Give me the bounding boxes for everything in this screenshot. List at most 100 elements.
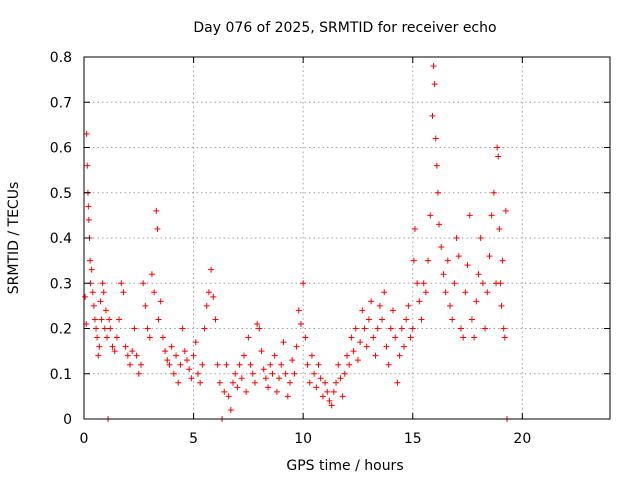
x-tick-label: 15 bbox=[404, 431, 422, 447]
data-point bbox=[234, 384, 241, 391]
data-point bbox=[460, 334, 467, 341]
data-point bbox=[392, 334, 399, 341]
data-point bbox=[96, 343, 103, 350]
data-point bbox=[498, 302, 505, 309]
data-point bbox=[245, 334, 252, 341]
data-point bbox=[280, 339, 287, 346]
data-point bbox=[438, 244, 445, 251]
data-point bbox=[188, 375, 195, 382]
y-tick-label: 0.8 bbox=[50, 50, 72, 66]
data-point bbox=[129, 348, 136, 355]
data-point bbox=[434, 189, 441, 196]
data-point bbox=[471, 334, 478, 341]
data-point bbox=[85, 216, 92, 223]
data-point bbox=[432, 135, 439, 142]
data-point bbox=[85, 203, 92, 210]
x-tick-label: 10 bbox=[294, 431, 312, 447]
data-point bbox=[203, 302, 210, 309]
data-point bbox=[496, 225, 503, 232]
data-point bbox=[473, 298, 480, 305]
data-point bbox=[501, 334, 508, 341]
axes: 0 5 10 15 20 0 0.1 0.2 0.3 0.4 0.5 0.6 0.7 0.8 bbox=[50, 50, 610, 447]
data-point bbox=[148, 271, 155, 278]
data-point bbox=[99, 280, 106, 287]
data-point bbox=[124, 352, 131, 359]
data-point bbox=[88, 266, 95, 273]
data-point bbox=[240, 352, 247, 359]
data-point bbox=[260, 366, 267, 373]
data-point bbox=[282, 370, 289, 377]
data-point bbox=[82, 293, 89, 300]
data-point bbox=[348, 334, 355, 341]
data-point bbox=[91, 316, 98, 323]
data-point bbox=[410, 257, 417, 264]
data-point bbox=[90, 302, 97, 309]
data-point bbox=[84, 162, 91, 169]
data-point bbox=[363, 343, 370, 350]
data-point bbox=[131, 325, 138, 332]
data-point bbox=[420, 280, 427, 287]
y-tick-label: 0.6 bbox=[50, 141, 72, 157]
data-point bbox=[102, 307, 109, 314]
data-point bbox=[308, 352, 315, 359]
data-point bbox=[208, 266, 215, 273]
data-point bbox=[87, 257, 94, 264]
y-tick-label: 0.2 bbox=[50, 322, 72, 338]
data-point bbox=[396, 352, 403, 359]
data-point bbox=[106, 316, 113, 323]
data-point bbox=[313, 384, 320, 391]
data-point bbox=[479, 280, 486, 287]
x-tick-label: 20 bbox=[513, 431, 531, 447]
data-point bbox=[457, 325, 464, 332]
data-point bbox=[319, 393, 326, 400]
data-point bbox=[427, 212, 434, 219]
data-point bbox=[179, 325, 186, 332]
data-point bbox=[273, 388, 280, 395]
data-point bbox=[297, 320, 304, 327]
data-point bbox=[166, 361, 173, 368]
data-point bbox=[300, 280, 307, 287]
data-point bbox=[181, 348, 188, 355]
data-point bbox=[95, 352, 102, 359]
data-point bbox=[357, 339, 364, 346]
data-point bbox=[284, 393, 291, 400]
data-point bbox=[236, 361, 243, 368]
data-point bbox=[170, 370, 177, 377]
data-point bbox=[238, 375, 245, 382]
data-point bbox=[113, 334, 120, 341]
data-point bbox=[256, 325, 263, 332]
x-tick-label: 5 bbox=[189, 431, 198, 447]
y-tick-label: 0.1 bbox=[50, 367, 72, 383]
data-point bbox=[122, 343, 129, 350]
data-point bbox=[488, 212, 495, 219]
data-point bbox=[269, 370, 276, 377]
data-point bbox=[482, 325, 489, 332]
x-tick-label: 0 bbox=[80, 431, 89, 447]
data-point bbox=[267, 361, 274, 368]
data-point bbox=[276, 375, 283, 382]
data-point bbox=[306, 379, 313, 386]
data-point bbox=[111, 348, 118, 355]
data-point bbox=[302, 334, 309, 341]
data-point bbox=[333, 379, 340, 386]
data-point bbox=[359, 307, 366, 314]
data-point bbox=[107, 325, 114, 332]
data-point bbox=[499, 257, 506, 264]
data-point bbox=[227, 406, 234, 413]
data-point bbox=[127, 361, 134, 368]
data-point bbox=[468, 316, 475, 323]
data-point bbox=[409, 325, 416, 332]
data-point bbox=[101, 325, 108, 332]
grid bbox=[84, 57, 610, 419]
data-point bbox=[192, 339, 199, 346]
data-point bbox=[440, 271, 447, 278]
data-point bbox=[173, 352, 180, 359]
data-point bbox=[133, 352, 140, 359]
data-point bbox=[155, 316, 162, 323]
data-point bbox=[151, 289, 158, 296]
data-point bbox=[339, 393, 346, 400]
data-point bbox=[135, 370, 142, 377]
data-point bbox=[475, 271, 482, 278]
data-point bbox=[157, 298, 164, 305]
data-point bbox=[453, 235, 460, 241]
